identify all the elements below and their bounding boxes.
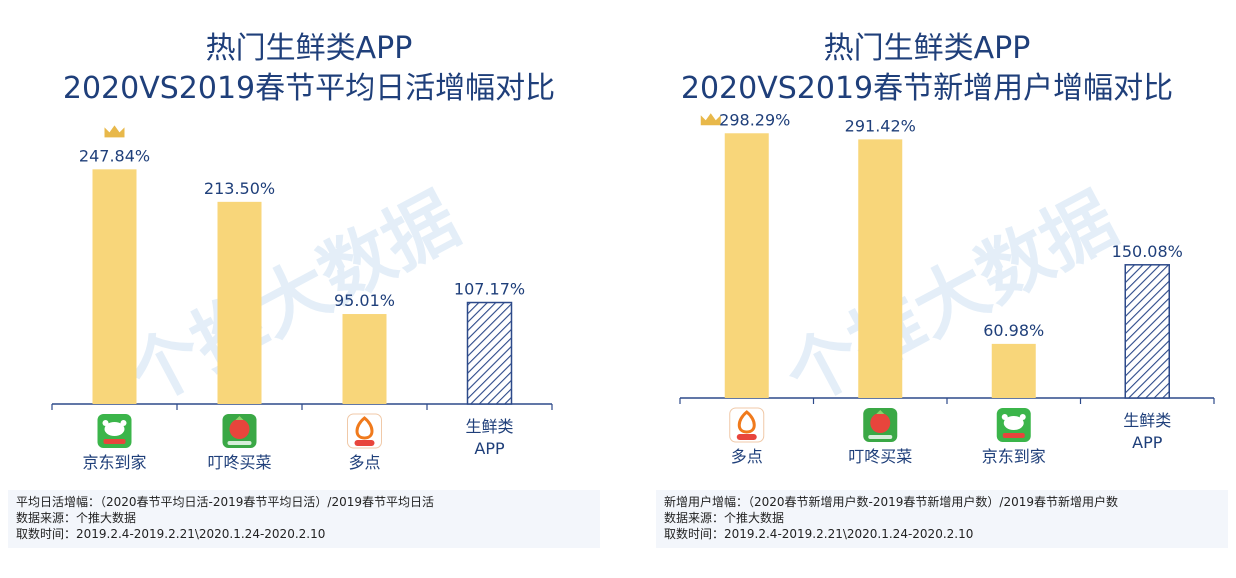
- data-label: 291.42%: [845, 116, 916, 135]
- category-label: 叮咚买菜: [848, 447, 912, 466]
- category-label: 多点: [731, 447, 763, 466]
- note-line: 数据来源：个推大数据: [16, 511, 137, 525]
- chart-title: 热门生鲜类APP: [823, 31, 1031, 66]
- dingdong-maicai-app-icon: [863, 408, 898, 442]
- data-label: 298.29%: [719, 110, 790, 129]
- chart-notes: 新增用户增幅：（2020春节新增用户数-2019春节新增用户数）/2019春节新…: [656, 490, 1228, 548]
- category-label: 多点: [348, 453, 380, 472]
- dingdong-maicai-app-icon: [222, 414, 257, 448]
- crown-icon: [700, 113, 721, 126]
- chart-subtitle: 2020VS2019春节新增用户增幅对比: [680, 71, 1174, 106]
- note-line: 平均日活增幅：（2020春节平均日活-2019春节平均日活）/2019春节平均日…: [16, 495, 434, 509]
- category-label: 生鲜类: [465, 417, 513, 436]
- chart-title: 热门生鲜类APP: [205, 31, 413, 66]
- category-label: APP: [474, 439, 505, 458]
- data-label: 95.01%: [334, 291, 395, 310]
- bar: [92, 169, 137, 404]
- data-label: 107.17%: [454, 280, 525, 299]
- category-label: 叮咚买菜: [207, 453, 271, 472]
- duodian-app-icon: [729, 407, 765, 443]
- bar: [217, 201, 262, 404]
- bar: [1124, 264, 1170, 399]
- chart-subtitle: 2020VS2019春节平均日活增幅对比: [62, 71, 556, 106]
- note-line: 取数时间：2019.2.4-2019.2.21\2020.1.24-2020.2…: [16, 527, 326, 541]
- category-label: 生鲜类: [1123, 411, 1171, 430]
- bar: [858, 139, 903, 398]
- duodian-app-icon: [347, 413, 382, 449]
- bar-chart: 298.29% 多点 291.42% 叮咚买菜 60.98% 京东到家 150.08% 生鲜类…: [679, 110, 1215, 466]
- chart-panel-right: 个推大数据 热门生鲜类APP 2020VS2019春节新增用户增幅对比 298.…: [618, 0, 1236, 578]
- jd-daojia-app-icon: [996, 408, 1031, 442]
- category-label: 京东到家: [982, 447, 1046, 466]
- crown-icon: [104, 125, 125, 138]
- data-label: 150.08%: [1112, 242, 1183, 261]
- note-line: 数据来源：个推大数据: [664, 511, 785, 525]
- bar: [342, 314, 387, 404]
- note-line: 取数时间：2019.2.4-2019.2.21\2020.1.24-2020.2…: [664, 527, 974, 541]
- data-label: 247.84%: [79, 146, 150, 165]
- data-label: 213.50%: [204, 179, 275, 198]
- note-line: 新增用户增幅：（2020春节新增用户数-2019春节新增用户数）/2019春节新…: [664, 495, 1118, 509]
- data-label: 60.98%: [983, 321, 1044, 340]
- bar: [466, 301, 513, 405]
- bar: [991, 343, 1036, 398]
- chart-panel-left: 个推大数据 热门生鲜类APP 2020VS2019春节平均日活增幅对比 247.…: [8, 31, 600, 548]
- category-label: APP: [1132, 433, 1163, 452]
- bar-chart: 247.84% 京东到家 213.50% 叮咚买菜 95.01% 多点 107.17% 生鲜类…: [51, 125, 553, 472]
- category-label: 京东到家: [82, 453, 146, 472]
- chart-notes: 平均日活增幅：（2020春节平均日活-2019春节平均日活）/2019春节平均日…: [8, 490, 600, 548]
- jd-daojia-app-icon: [97, 414, 132, 448]
- bar: [724, 133, 769, 398]
